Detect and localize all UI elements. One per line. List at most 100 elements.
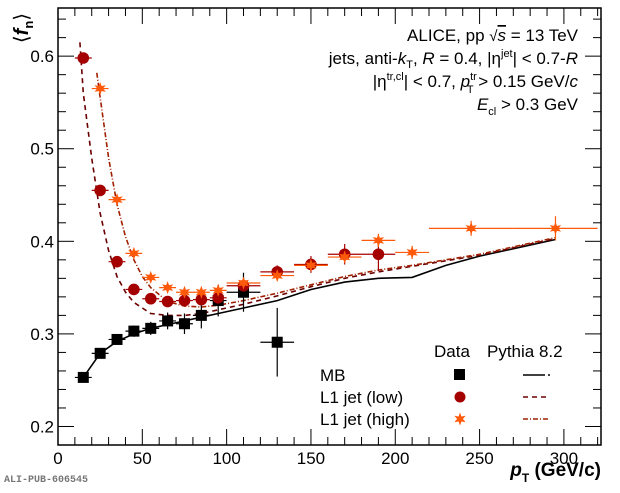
- marker-square: [271, 336, 283, 348]
- data-point: [125, 283, 143, 296]
- marker-star: [339, 250, 351, 264]
- x-tick-label: 250: [465, 449, 493, 468]
- marker-circle: [372, 248, 385, 261]
- x-tick-label: 300: [550, 449, 578, 468]
- marker-star: [212, 283, 224, 297]
- marker-circle: [111, 255, 123, 268]
- marker-circle: [77, 52, 90, 64]
- annotation-block: ALICE, pp √s = 13 TeV jets, anti-kT, R =…: [328, 26, 579, 118]
- x-tick-label: 150: [297, 449, 325, 468]
- marker-square: [94, 347, 106, 359]
- data-point: [159, 295, 177, 308]
- legend-label-l1-high: L1 jet (high): [320, 410, 410, 429]
- marker-circle: [195, 293, 208, 306]
- marker-star: [145, 270, 157, 284]
- star-icon: [454, 412, 466, 426]
- data-point: [142, 292, 160, 305]
- legend-header-model: Pythia 8.2: [487, 342, 563, 361]
- y-axis-label: ⟨fn⟩: [11, 13, 36, 43]
- marker-star: [465, 221, 477, 235]
- data-point: [428, 220, 514, 236]
- model-curve-solid: [82, 238, 556, 378]
- legend-header-data: Data: [434, 342, 470, 361]
- data-point: [327, 250, 362, 264]
- legend-marker-l1-low: [454, 391, 466, 403]
- svg-text:⟨fn⟩: ⟨fn⟩: [11, 13, 36, 43]
- data-point: [142, 270, 160, 284]
- data-point: [513, 216, 598, 241]
- data-point: [395, 245, 429, 259]
- data-point: [176, 285, 193, 299]
- x-tick-label: 200: [381, 449, 409, 468]
- y-tick-label: 0.3: [30, 325, 54, 344]
- marker-circle: [212, 291, 225, 304]
- marker-square: [178, 318, 190, 330]
- y-tick-label: 0.2: [30, 417, 54, 436]
- data-point: [108, 193, 126, 207]
- marker-circle: [94, 184, 106, 197]
- data-point: [91, 347, 109, 359]
- marker-star: [94, 82, 106, 96]
- marker-circle: [128, 283, 140, 296]
- legend-label-mb: MB: [320, 366, 346, 385]
- marker-star: [178, 285, 191, 299]
- axes: 0 50 100 150 200 250 300 0.2 0.3 0.4 0.5 0.6: [30, 7, 602, 468]
- annotation-line-4: Ecl > 0.3 GeV: [477, 95, 579, 118]
- data-point: [125, 246, 143, 260]
- marker-star: [161, 281, 174, 295]
- x-tick-label: 100: [212, 449, 240, 468]
- svg-text:pT (GeV/c): pT (GeV/c): [509, 460, 601, 485]
- data-point: [108, 333, 126, 345]
- plot-frame: [57, 7, 602, 446]
- data-point: [260, 269, 295, 283]
- data-point: [226, 276, 261, 290]
- annotation-line-2: jets, anti-kT, R = 0.4, |ηjet| < 0.7-R: [328, 48, 578, 71]
- data-point: [125, 325, 143, 337]
- legend: Data Pythia 8.2 MB L1 jet (low) L1 jet (…: [320, 342, 563, 429]
- marker-square: [145, 322, 157, 334]
- marker-square: [77, 371, 89, 383]
- data-point: [108, 255, 126, 268]
- data-point: [192, 285, 210, 299]
- marker-star: [195, 285, 207, 299]
- data-point: [209, 291, 227, 304]
- legend-marker-mb: [454, 369, 465, 380]
- y-tick-label: 0.4: [30, 232, 54, 251]
- marker-star: [549, 221, 562, 235]
- marker-star: [271, 269, 283, 283]
- data-point: [74, 371, 92, 383]
- series-mb: [74, 272, 295, 383]
- data-point: [294, 258, 328, 272]
- marker-square: [237, 286, 249, 298]
- data-point: [74, 52, 92, 64]
- marker-square: [195, 309, 207, 321]
- x-axis-label: pT (GeV/c): [509, 460, 601, 485]
- y-tick-label: 0.5: [30, 140, 54, 159]
- marker-circle: [144, 292, 157, 305]
- data-point: [192, 302, 210, 329]
- annotation-line-1: ALICE, pp √s = 13 TeV: [407, 26, 579, 45]
- y-tick-label: 0.6: [30, 47, 54, 66]
- data-point: [159, 312, 177, 330]
- marker-star: [237, 276, 250, 290]
- marker-square: [162, 315, 174, 327]
- legend-marker-l1-high: [454, 412, 466, 426]
- publication-id: ALI-PUB-606545: [4, 475, 89, 486]
- data-point: [260, 307, 295, 377]
- data-point: [159, 281, 177, 295]
- x-tick-label: 50: [133, 449, 152, 468]
- series-l1-jet-high-: [91, 82, 598, 299]
- annotation-line-3: |ηtr,cl| < 0.7, ptr T > 0.15 GeV/c: [373, 71, 579, 96]
- marker-star: [372, 233, 385, 247]
- data-point: [176, 313, 193, 334]
- marker-square: [111, 333, 123, 345]
- data-point: [91, 82, 109, 96]
- data-point: [91, 184, 109, 197]
- marker-star: [305, 258, 317, 272]
- marker-star: [128, 246, 140, 260]
- legend-label-l1-low: L1 jet (low): [320, 388, 403, 407]
- marker-square: [128, 325, 140, 337]
- model-curve-dashed: [79, 42, 556, 317]
- marker-star: [111, 193, 123, 207]
